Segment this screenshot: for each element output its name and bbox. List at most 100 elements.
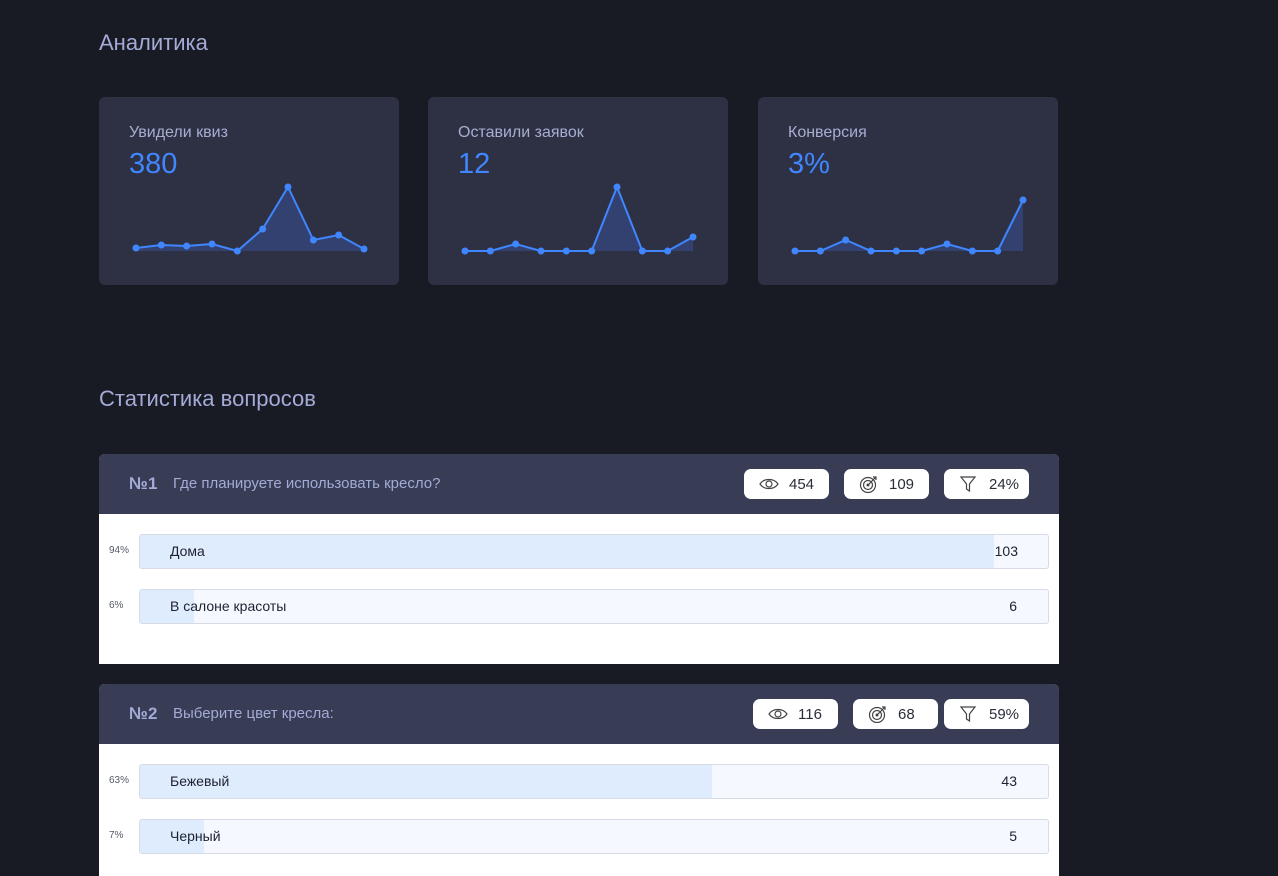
sparkline-point (968, 247, 976, 255)
answer-count: 43 (1001, 773, 1017, 789)
sparkline-point (842, 236, 850, 244)
funnel-icon (959, 476, 977, 493)
answer-percent: 6% (109, 600, 124, 611)
question-block-1: №1 Где планируете использовать кресло? 4… (99, 454, 1059, 664)
conversion-value: 24% (989, 476, 1020, 493)
views-count: 116 (798, 706, 822, 723)
card-label: Увидели квиз (129, 124, 228, 141)
answer-label: Черный (170, 828, 221, 844)
sparkline-point (208, 240, 216, 248)
question-number: №1 (129, 474, 158, 493)
analytics-cards: Увидели квиз 380 Оставили заявок 12 Конв… (99, 97, 1059, 285)
sparkline-point (994, 247, 1002, 255)
card-value: 380 (129, 148, 178, 180)
sparkline-point (664, 247, 672, 255)
views-badge: 454 (744, 469, 829, 499)
answer-label: В салоне красоты (170, 598, 287, 614)
views-sparkline (132, 183, 368, 255)
answer-row: 94% Дома 103 (99, 534, 1059, 569)
sparkline-point (816, 247, 824, 255)
card-value: 3% (788, 148, 830, 180)
sparkline-point (892, 247, 900, 255)
answer-count: 5 (1009, 828, 1017, 844)
sparkline-point (335, 231, 343, 239)
question-number: №2 (129, 704, 158, 723)
answer-row: 7% Черный 5 (99, 819, 1059, 854)
answers-badge: 109 (844, 469, 929, 499)
sparkline-point (867, 247, 875, 255)
sparkline-point (512, 240, 520, 248)
answers-count: 68 (898, 706, 915, 723)
sparkline-point (943, 240, 951, 248)
answer-bar: Дома 103 (139, 534, 1049, 569)
funnel-icon (959, 706, 977, 723)
card-label: Оставили заявок (458, 124, 584, 141)
answers-badge: 68 (853, 699, 938, 729)
sparkline-point (132, 244, 140, 252)
question-header: №1 Где планируете использовать кресло? 4… (99, 454, 1059, 514)
eye-icon (759, 478, 779, 490)
sparkline-point (259, 225, 267, 233)
sparkline-point (309, 236, 317, 244)
answer-row: 6% В салоне красоты 6 (99, 589, 1059, 624)
sparkline-point (157, 241, 165, 249)
answer-fill (140, 590, 195, 623)
target-icon (868, 706, 886, 723)
answer-bar: Черный 5 (139, 819, 1049, 854)
sparkline-point (1019, 196, 1027, 204)
answer-row: 63% Бежевый 43 (99, 764, 1059, 799)
answer-fill (140, 765, 713, 798)
answer-percent: 94% (109, 545, 130, 556)
views-badge: 116 (753, 699, 838, 729)
answer-percent: 7% (109, 830, 124, 841)
answer-percent: 63% (109, 775, 130, 786)
answers-count: 109 (889, 476, 915, 493)
sparkline-point (918, 247, 926, 255)
sparkline-area (795, 200, 1023, 251)
sparkline-point (461, 247, 469, 255)
sparkline-point (233, 247, 241, 255)
answer-fill (140, 820, 204, 853)
question-header: №2 Выберите цвет кресла: 116 68 (99, 684, 1059, 744)
sparkline-point (689, 233, 697, 241)
answer-fill (140, 535, 994, 568)
sparkline-point (486, 247, 494, 255)
answer-count: 6 (1009, 598, 1017, 614)
sparkline-point (588, 247, 596, 255)
conversion-value: 59% (989, 706, 1020, 723)
conversion-badge: 24% (944, 469, 1029, 499)
questions-title: Статистика вопросов (99, 386, 316, 411)
sparkline-point (360, 245, 368, 253)
card-views: Увидели квиз 380 (99, 97, 399, 285)
sparkline-line (795, 199, 1024, 252)
answer-bar: В салоне красоты 6 (139, 589, 1049, 624)
sparkline-line (135, 184, 365, 253)
answer-label: Бежевый (170, 773, 230, 789)
conversion-badge: 59% (944, 699, 1029, 729)
answer-bar: Бежевый 43 (139, 764, 1049, 799)
question-text: Где планируете использовать кресло? (173, 475, 441, 492)
card-value: 12 (458, 148, 491, 180)
conversion-sparkline (791, 196, 1027, 255)
sparkline-point (562, 247, 570, 255)
sparkline-point (183, 242, 191, 250)
sparkline-point (537, 247, 545, 255)
answer-label: Дома (170, 543, 205, 559)
sparkline-point (284, 183, 292, 191)
target-icon (859, 476, 877, 493)
sparkline-point (791, 247, 799, 255)
sparkline-area (465, 187, 693, 251)
answer-count: 103 (994, 543, 1018, 559)
views-count: 454 (789, 476, 815, 493)
sparkline-line (465, 184, 694, 252)
card-conversion: Конверсия 3% (758, 97, 1058, 285)
question-text: Выберите цвет кресла: (173, 705, 334, 722)
sparkline-point (638, 247, 646, 255)
eye-icon (768, 708, 788, 720)
sparkline-point (613, 183, 621, 191)
card-label: Конверсия (788, 124, 867, 141)
analytics-title: Аналитика (99, 30, 208, 55)
leads-sparkline (461, 183, 697, 255)
question-block-2: №2 Выберите цвет кресла: 116 68 (99, 684, 1059, 876)
